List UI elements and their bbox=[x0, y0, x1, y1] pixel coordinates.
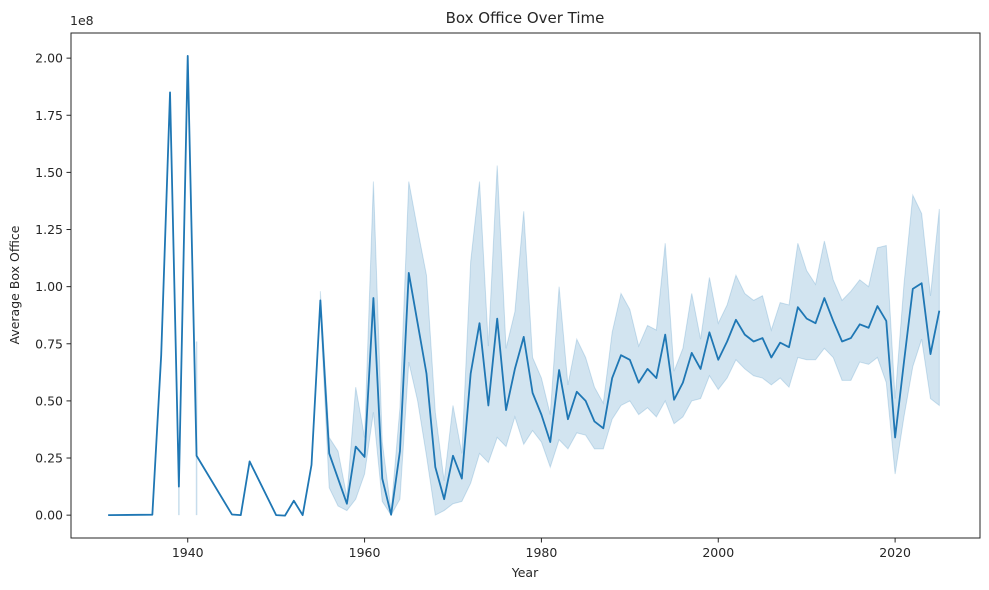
x-tick-label: 1980 bbox=[526, 545, 558, 560]
y-tick-label: 0.25 bbox=[35, 451, 63, 466]
y-tick-label: 0.50 bbox=[35, 393, 63, 408]
x-tick-label: 1960 bbox=[349, 545, 381, 560]
series-line bbox=[108, 54, 941, 517]
plot-frame bbox=[70, 32, 981, 539]
y-axis-label: Average Box Office bbox=[7, 225, 22, 344]
y-tick-label: 1.50 bbox=[35, 165, 63, 180]
x-tick-label: 1940 bbox=[172, 545, 204, 560]
x-tick-label: 2020 bbox=[879, 545, 911, 560]
x-axis: 1940 1960 1980 2000 2020 bbox=[172, 538, 911, 560]
y-tick-label: 1.25 bbox=[35, 222, 63, 237]
x-axis-label: Year bbox=[511, 565, 539, 580]
chart-title: Box Office Over Time bbox=[446, 9, 605, 27]
y-tick-label: 0.75 bbox=[35, 336, 63, 351]
y-tick-label: 1.75 bbox=[35, 108, 63, 123]
y-tick-label: 2.00 bbox=[35, 51, 63, 66]
y-tick-label: 0.00 bbox=[35, 508, 63, 523]
y-tick-label: 1.00 bbox=[35, 279, 63, 294]
y-axis-offset-label: 1e8 bbox=[70, 13, 94, 28]
y-axis: 0.00 0.25 0.50 0.75 1.00 1.25 1.50 1.75 2.00 bbox=[35, 51, 71, 523]
series-line-layer bbox=[108, 54, 941, 517]
confidence-band-2 bbox=[319, 165, 940, 517]
x-tick-label: 2000 bbox=[702, 545, 734, 560]
